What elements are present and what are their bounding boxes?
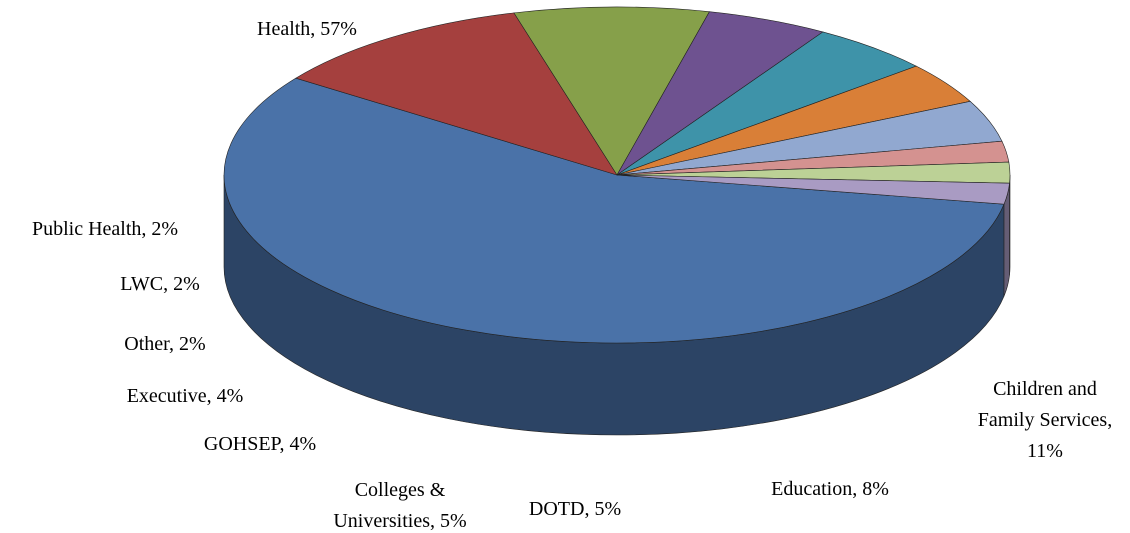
data-label: Colleges & Universities, 5% [333, 479, 466, 532]
data-label: LWC, 2% [120, 273, 200, 295]
slice [223, 77, 1005, 344]
data-label: Public Health, 2% [32, 218, 178, 240]
data-label: Children and Family Services, 11% [978, 378, 1112, 462]
slice [616, 174, 1010, 205]
data-label: Executive, 4% [127, 385, 244, 407]
data-label: GOHSEP, 4% [204, 433, 316, 455]
slice [513, 6, 710, 176]
data-label: Other, 2% [124, 333, 205, 355]
slice [295, 12, 618, 176]
data-label: Education, 8% [771, 478, 889, 500]
data-label: DOTD, 5% [529, 498, 621, 520]
data-label: Health, 57% [257, 18, 357, 40]
